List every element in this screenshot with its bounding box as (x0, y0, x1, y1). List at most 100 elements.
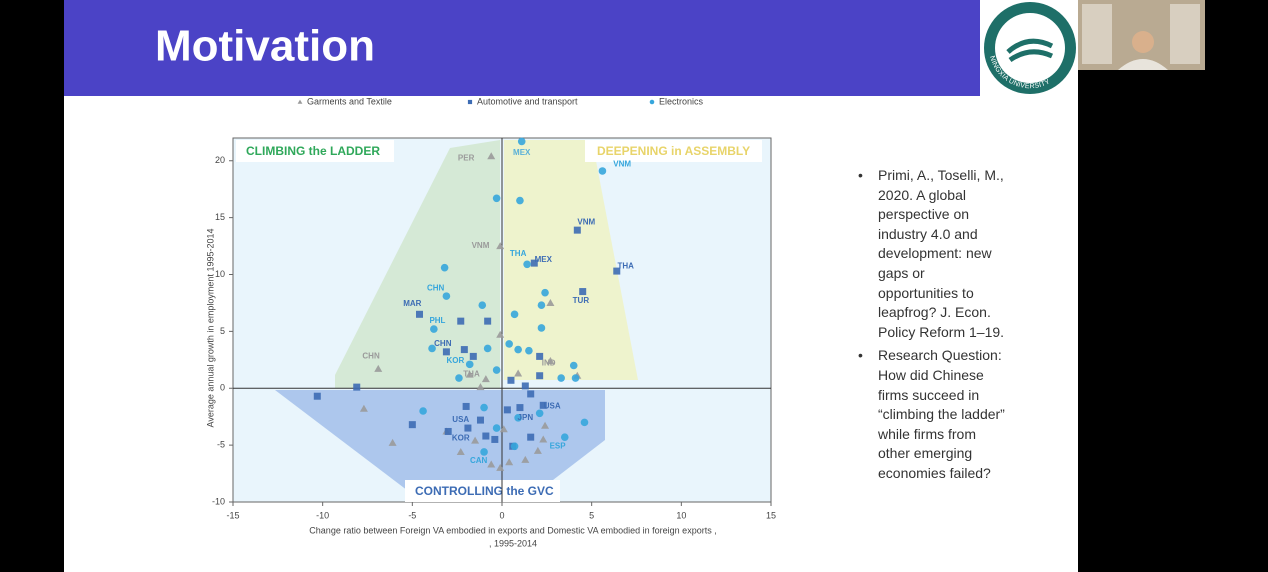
x-tick-label: 10 (676, 510, 686, 520)
data-point (476, 416, 484, 424)
data-point (455, 374, 463, 382)
data-point (613, 267, 621, 275)
data-point (523, 260, 531, 269)
webcam-shelf (1082, 4, 1112, 64)
point-label: PER (458, 154, 475, 163)
data-point (442, 292, 451, 300)
y-axis-label: Average annual growth in employment 1995… (205, 229, 215, 428)
webcam-body (1118, 59, 1168, 70)
x-tick-label: -15 (226, 510, 239, 520)
data-point (469, 352, 477, 360)
point-label: MAR (403, 299, 421, 308)
data-point (359, 404, 368, 412)
data-point (464, 424, 472, 432)
data-point (457, 317, 465, 325)
data-point (483, 344, 492, 353)
slide-title: Motivation (155, 22, 375, 71)
data-point (516, 196, 524, 205)
point-label: CHN (362, 352, 380, 361)
region-label: DEEPENING in ASSEMBLY (597, 144, 750, 158)
point-label: USA (452, 415, 469, 424)
y-tick-label: -5 (217, 440, 225, 450)
data-point (496, 242, 505, 250)
data-point (536, 352, 544, 360)
data-point (580, 418, 589, 427)
data-point (510, 442, 519, 451)
x-tick-label: 5 (589, 510, 594, 520)
data-point (480, 448, 488, 456)
data-point (462, 402, 470, 410)
data-point (571, 374, 580, 382)
legend-label: Automotive and transport (477, 96, 578, 106)
point-label: IND (542, 358, 556, 367)
data-point (535, 409, 544, 418)
data-point (525, 346, 533, 355)
data-point (541, 288, 549, 297)
webcam-shelf (1170, 4, 1200, 64)
data-point (557, 374, 565, 382)
data-point (388, 438, 397, 446)
region-label-box (236, 140, 394, 162)
bullet: Research Question: How did Chinese firms… (858, 346, 1008, 483)
region-climbing (335, 140, 500, 388)
data-point (521, 455, 530, 463)
point-label: CHN (427, 283, 445, 292)
point-label: TUR (573, 296, 590, 305)
data-point (499, 425, 508, 433)
data-point (492, 366, 501, 374)
data-point (546, 298, 555, 306)
point-label: CAN (470, 456, 488, 465)
data-point (482, 432, 490, 440)
point-label: VNM (472, 241, 490, 250)
data-point (481, 375, 490, 383)
legend-label: Electronics (659, 96, 704, 106)
point-label: MEX (535, 255, 553, 264)
data-point (313, 392, 321, 400)
data-point (533, 446, 542, 454)
point-label: KOR (452, 433, 470, 442)
y-tick-label: -10 (212, 496, 225, 506)
data-point (569, 361, 578, 370)
data-point (496, 330, 505, 338)
data-point (541, 421, 550, 429)
data-point (527, 390, 535, 398)
data-point (496, 463, 505, 471)
data-point (573, 226, 581, 234)
logo-mark (1006, 38, 1054, 63)
y-tick-label: 10 (215, 269, 225, 279)
data-point (353, 383, 361, 391)
point-label: PHL (429, 316, 445, 325)
point-label: JPN (518, 413, 534, 422)
webcam-face (1132, 31, 1154, 53)
legend-marker (649, 99, 655, 105)
region-label-box (405, 480, 560, 502)
point-label: THA (510, 249, 527, 258)
data-point (514, 414, 522, 422)
data-point (539, 435, 548, 443)
legend-marker (467, 99, 473, 105)
data-point (416, 310, 424, 318)
point-label: THA (463, 370, 480, 379)
data-point (514, 345, 522, 354)
header-band (64, 0, 980, 96)
data-point (536, 372, 544, 380)
data-point (460, 346, 468, 354)
y-tick-label: 0 (220, 383, 225, 393)
data-point (419, 407, 427, 415)
region-label: CLIMBING the LADDER (246, 144, 380, 158)
bullet: Primi, A., Toselli, M., 2020. A global p… (858, 166, 1008, 342)
x-tick-label: -5 (408, 510, 416, 520)
region-controlling (275, 390, 605, 500)
data-point (537, 324, 546, 332)
data-point (487, 152, 496, 160)
data-point (521, 382, 529, 390)
data-point (471, 436, 480, 444)
data-point (492, 194, 501, 203)
point-label: CHN (434, 339, 452, 348)
data-point (465, 370, 474, 378)
x-tick-label: 15 (766, 510, 776, 520)
x-tick-label: -10 (316, 510, 329, 520)
y-tick-label: 15 (215, 212, 225, 222)
